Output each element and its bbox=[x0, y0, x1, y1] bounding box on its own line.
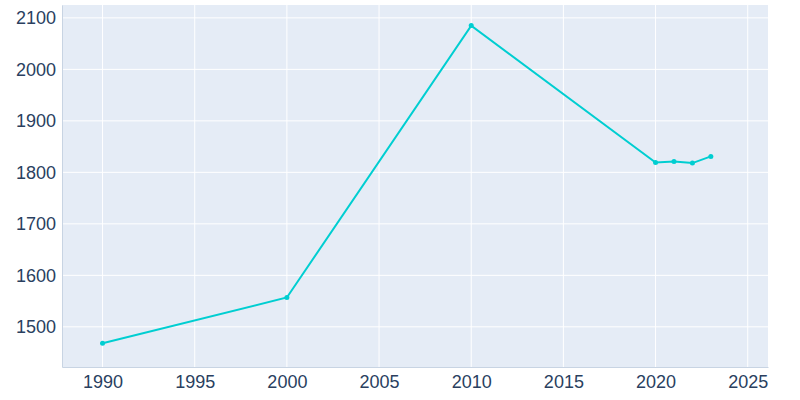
tick: 2000 bbox=[16, 60, 62, 80]
grid bbox=[62, 5, 768, 367]
tick-label: 1990 bbox=[83, 372, 123, 392]
tick-label: 1600 bbox=[16, 266, 56, 286]
tick: 1800 bbox=[16, 163, 62, 183]
y-grid-line bbox=[62, 223, 768, 224]
y-grid-line bbox=[62, 120, 768, 121]
point bbox=[100, 341, 105, 346]
series bbox=[100, 23, 713, 346]
tick: 2005 bbox=[360, 367, 400, 392]
tick: 1990 bbox=[83, 367, 123, 392]
tick-label: 2000 bbox=[267, 372, 307, 392]
tick: 2015 bbox=[544, 367, 584, 392]
tick-label: 1995 bbox=[175, 372, 215, 392]
tick-label: 2025 bbox=[728, 372, 768, 392]
tick-label: 2005 bbox=[360, 372, 400, 392]
x-grid-line bbox=[655, 5, 656, 367]
y-grid-line bbox=[62, 69, 768, 70]
x-grid-line bbox=[286, 5, 287, 367]
tick: 1900 bbox=[16, 111, 62, 131]
tick-label: 1700 bbox=[16, 214, 56, 234]
x-grid-line bbox=[194, 5, 195, 367]
tick: 2100 bbox=[16, 8, 62, 28]
x-grid-line bbox=[379, 5, 380, 367]
y-grid-line bbox=[62, 275, 768, 276]
tick: 1995 bbox=[175, 367, 215, 392]
y-grid-line bbox=[62, 172, 768, 173]
tick-label: 1500 bbox=[16, 317, 56, 337]
line bbox=[103, 26, 711, 344]
tick-label: 1800 bbox=[16, 163, 56, 183]
tick-label: 2010 bbox=[452, 372, 492, 392]
tick-label: 2020 bbox=[636, 372, 676, 392]
tick: 1500 bbox=[16, 317, 62, 337]
tick-label: 2000 bbox=[16, 60, 56, 80]
point bbox=[469, 23, 474, 28]
tick-label: 2100 bbox=[16, 8, 56, 28]
tick: 2020 bbox=[636, 367, 676, 392]
axis-line bbox=[63, 367, 769, 368]
point bbox=[690, 161, 695, 166]
y-grid-line bbox=[62, 17, 768, 18]
tick: 2000 bbox=[267, 367, 307, 392]
chart: 1990 1995 2000 2005 2010 2015 2020 2025 1500 1600… bbox=[0, 0, 800, 400]
x-grid-line bbox=[563, 5, 564, 367]
point bbox=[284, 295, 289, 300]
tick-label: 2015 bbox=[544, 372, 584, 392]
x-grid-line bbox=[747, 5, 748, 367]
x-axis: 1990 1995 2000 2005 2010 2015 2020 2025 bbox=[63, 367, 769, 392]
tick: 1600 bbox=[16, 266, 62, 286]
plot: 1990 1995 2000 2005 2010 2015 2020 2025 1500 1600… bbox=[16, 5, 769, 392]
tick-label: 1900 bbox=[16, 111, 56, 131]
point bbox=[708, 154, 713, 159]
point bbox=[671, 159, 676, 164]
tick: 2010 bbox=[452, 367, 492, 392]
x-grid-line bbox=[102, 5, 103, 367]
tick: 2025 bbox=[728, 367, 768, 392]
plot-background bbox=[62, 5, 768, 367]
tick: 1700 bbox=[16, 214, 62, 234]
x-grid-line bbox=[471, 5, 472, 367]
point bbox=[653, 160, 658, 165]
axis-line bbox=[62, 6, 63, 368]
y-axis: 1500 1600 1700 1800 1900 2000 2100 bbox=[16, 6, 63, 368]
